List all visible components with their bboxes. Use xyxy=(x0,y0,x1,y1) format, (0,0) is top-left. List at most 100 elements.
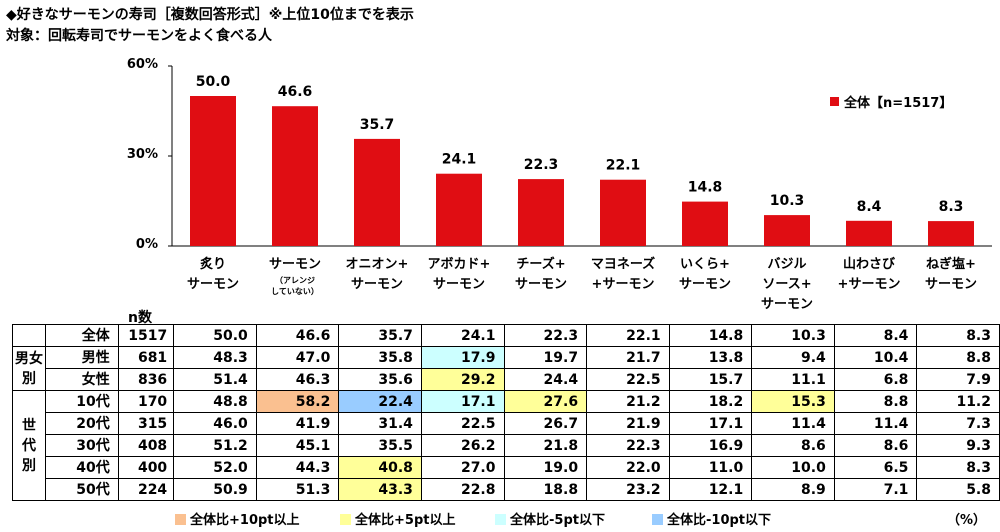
bar-value-label: 35.7 xyxy=(360,117,395,133)
category-label-line: +サーモン xyxy=(591,277,655,292)
value-cell: 22.4 xyxy=(338,390,422,413)
y-tick-label: 60% xyxy=(126,57,158,72)
table-row: 全体 1517 50.0 46.6 35.7 24.1 22.3 22.1 14.8 10.3 8.… xyxy=(11,324,1000,347)
value-cell: 7.9 xyxy=(916,368,1000,391)
footnote-plus10: 全体比+10pt以上 xyxy=(175,509,300,528)
n-cell: 170 xyxy=(117,390,175,413)
value-cell: 12.1 xyxy=(668,478,753,501)
value-cell: 40.8 xyxy=(338,456,422,479)
value-cell: 48.3 xyxy=(173,346,257,369)
table-row: 男女別男性 681 48.3 47.0 35.8 17.9 19.7 21.7 13.8 9.4 1… xyxy=(11,346,1000,391)
bar xyxy=(682,201,728,246)
value-cell: 7.1 xyxy=(833,478,918,501)
value-cell: 45.1 xyxy=(255,434,340,457)
category-label: サーモン （アレンジ していない） xyxy=(254,255,336,297)
value-cell: 11.0 xyxy=(668,456,753,479)
footnote-minus5-swatch xyxy=(495,514,506,525)
category-sublabel: （アレンジ していない） xyxy=(271,276,319,296)
value-cell: 52.0 xyxy=(173,456,257,479)
category-label-line: マヨネーズ xyxy=(590,257,656,272)
value-cell: 18.2 xyxy=(668,390,753,413)
value-cell: 44.3 xyxy=(255,456,340,479)
category-label-line: 炙り xyxy=(199,257,226,272)
value-cell: 6.8 xyxy=(833,368,918,391)
n-cell: 1517 xyxy=(117,324,175,347)
group-cell: 世代別 xyxy=(11,390,47,501)
value-cell: 35.8 xyxy=(338,346,422,369)
value-cell: 35.7 xyxy=(338,324,422,347)
value-cell: 13.8 xyxy=(668,346,753,369)
category-label-line: +サーモン xyxy=(837,277,901,292)
category-label: ねぎ塩+ サーモン xyxy=(910,255,992,295)
bar-value-label: 22.3 xyxy=(524,157,559,173)
footnote-minus10-label: 全体比-10pt以下 xyxy=(667,513,772,528)
data-table: 全体 1517 50.0 46.6 35.7 24.1 22.3 22.1 14.8 10.3 8.… xyxy=(11,324,1000,501)
table-row: 女性 836 51.4 46.3 35.6 29.2 24.4 22.5 15.7 11.1 6.8… xyxy=(13,368,1000,391)
row-label: 男性 xyxy=(45,346,119,369)
value-cell: 17.9 xyxy=(420,346,505,369)
category-label-line: ソース+ xyxy=(762,277,812,292)
value-cell: 22.0 xyxy=(586,456,670,479)
legend-swatch xyxy=(830,97,839,106)
value-cell: 9.4 xyxy=(751,346,835,369)
value-cell: 24.1 xyxy=(420,324,505,347)
value-cell: 22.1 xyxy=(586,324,670,347)
value-cell: 8.3 xyxy=(916,324,1000,347)
value-cell: 8.4 xyxy=(833,324,918,347)
value-cell: 9.3 xyxy=(916,434,1000,457)
category-label-line: サーモン xyxy=(186,277,239,292)
value-cell: 41.9 xyxy=(255,412,340,435)
category-label-line: バジル xyxy=(767,257,807,272)
value-cell: 22.3 xyxy=(503,324,588,347)
value-cell: 8.9 xyxy=(751,478,835,501)
value-cell: 35.6 xyxy=(338,368,422,391)
n-header: n数 xyxy=(128,310,152,326)
category-label: バジルソース+ サーモン xyxy=(746,255,828,315)
legend-label: 全体【n=1517】 xyxy=(844,96,953,111)
footnote-plus5-swatch xyxy=(340,514,351,525)
value-cell: 10.3 xyxy=(751,324,835,347)
category-label-line: サーモン xyxy=(924,277,977,292)
y-tick-label: 0% xyxy=(135,237,158,252)
category-label: チーズ+ サーモン xyxy=(500,255,582,295)
bar-value-label: 14.8 xyxy=(688,180,723,196)
bar-value-label: 10.3 xyxy=(770,193,805,209)
group-cell xyxy=(11,324,47,347)
value-cell: 47.0 xyxy=(255,346,340,369)
n-cell: 836 xyxy=(117,368,175,391)
value-cell: 27.0 xyxy=(420,456,505,479)
bar xyxy=(190,96,236,246)
footnote-minus10-swatch xyxy=(652,514,663,525)
n-cell: 400 xyxy=(117,456,175,479)
bar-value-label: 22.1 xyxy=(606,158,641,174)
row-label: 20代 xyxy=(45,412,119,435)
table-row: 世代別 10代 170 48.8 58.2 22.4 17.1 27.6 21.2 18.2 15.… xyxy=(11,390,1000,501)
category-label-line: ねぎ塩+ xyxy=(926,257,976,272)
bar xyxy=(436,173,482,246)
category-label-line: チーズ+ xyxy=(516,257,566,272)
value-cell: 11.2 xyxy=(916,390,1000,413)
bar xyxy=(764,215,810,246)
table-row: 20代 315 46.0 41.9 31.4 22.5 26.7 21.9 17.1 11.4 11… xyxy=(13,412,1000,435)
bar-value-label: 8.4 xyxy=(857,199,882,215)
n-cell: 408 xyxy=(117,434,175,457)
value-cell: 21.8 xyxy=(503,434,588,457)
value-cell: 26.7 xyxy=(503,412,588,435)
bar-chart: 50.0 46.6 35.7 24.1 22.3 22.1 14.8 10.3 8.4 8.3 xyxy=(168,65,992,247)
value-cell: 22.3 xyxy=(586,434,670,457)
bar xyxy=(846,220,892,246)
value-cell: 22.5 xyxy=(586,368,670,391)
footnote-minus10: 全体比-10pt以下 xyxy=(652,509,771,528)
legend: 全体【n=1517】 xyxy=(830,92,952,111)
value-cell: 5.8 xyxy=(916,478,1000,501)
value-cell: 8.6 xyxy=(833,434,918,457)
category-label-line: サーモン xyxy=(760,297,813,312)
value-cell: 7.3 xyxy=(916,412,1000,435)
value-cell: 43.3 xyxy=(338,478,422,501)
footnote-plus10-swatch xyxy=(175,514,186,525)
bar xyxy=(272,106,318,246)
category-label-line: オニオン+ xyxy=(345,257,409,272)
bar xyxy=(600,179,646,246)
n-cell: 315 xyxy=(117,412,175,435)
category-label: アボカド+ サーモン xyxy=(418,255,500,295)
